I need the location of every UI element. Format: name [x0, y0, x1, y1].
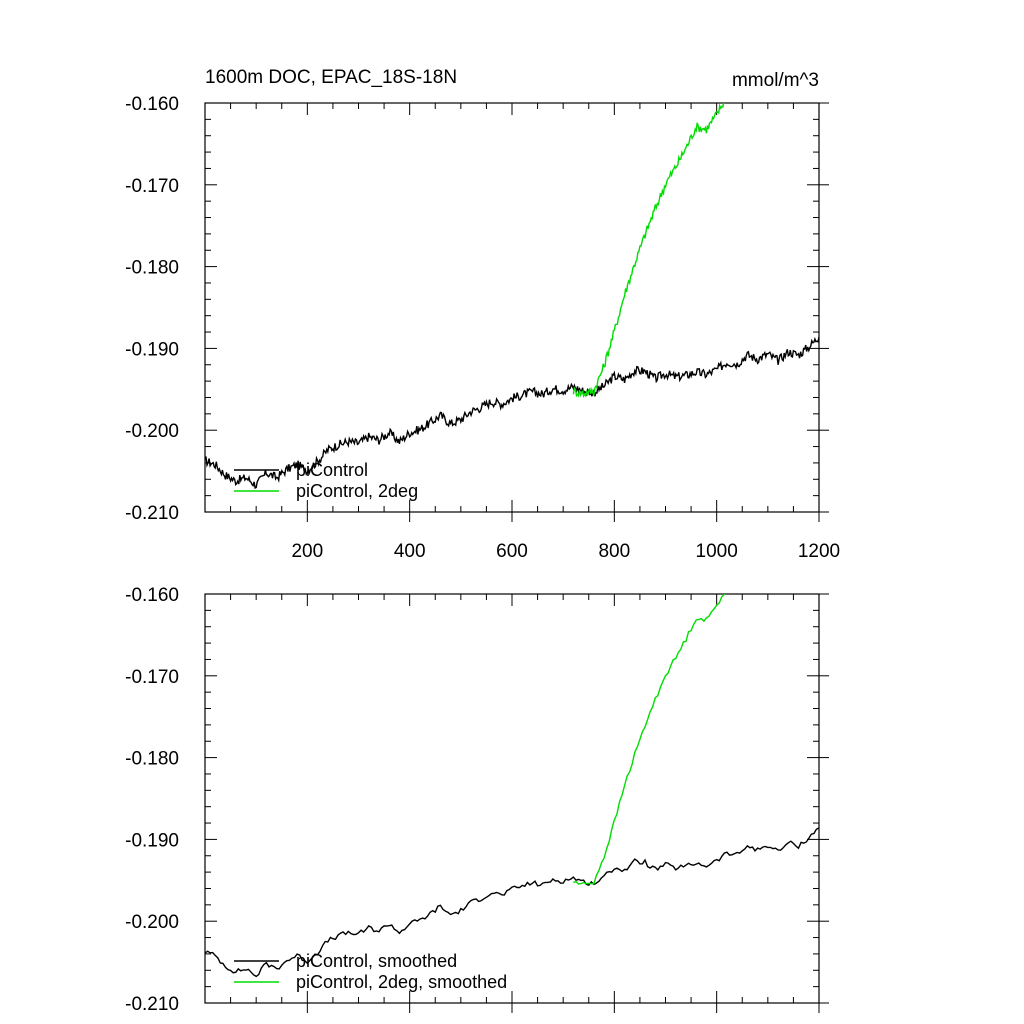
series-line-picontrol-2deg — [573, 594, 726, 885]
series-line-picontrol-2deg — [572, 103, 725, 399]
y-tick-label: -0.170 — [125, 176, 179, 197]
y-tick-label: -0.160 — [125, 585, 179, 606]
y-tick-label: -0.180 — [125, 258, 179, 279]
bottom-panel: -0.160 -0.170 -0.180 -0.190 -0.200 -0.210 piCo… — [125, 585, 829, 1015]
series-line-picontrol — [205, 827, 819, 978]
x-tick-label: 400 — [394, 541, 426, 562]
y-tick-label: -0.210 — [125, 994, 179, 1015]
top-panel: -0.160 -0.170 -0.180 -0.190 -0.200 -0.210 200 4… — [125, 67, 840, 562]
y-tick-label: -0.180 — [125, 749, 179, 770]
y-tick-label: -0.160 — [125, 94, 179, 115]
x-tick-label: 1000 — [696, 541, 738, 562]
y-tick-label: -0.200 — [125, 912, 179, 933]
legend-label: piControl, 2deg, smoothed — [296, 972, 507, 992]
x-tick-label: 600 — [496, 541, 528, 562]
legend-label: piControl, smoothed — [296, 951, 457, 971]
x-tick-label: 1200 — [798, 541, 840, 562]
y-tick-label: -0.170 — [125, 667, 179, 688]
y-tick-label: -0.210 — [125, 503, 179, 524]
x-tick-label: 200 — [291, 541, 323, 562]
plot-frame — [204, 102, 820, 513]
plot-frame — [204, 593, 820, 1004]
chart-title: 1600m DOC, EPAC_18S-18N — [205, 67, 457, 88]
y-tick-label: -0.190 — [125, 830, 179, 851]
y-tick-label: -0.190 — [125, 339, 179, 360]
legend-label: piControl, 2deg — [296, 481, 418, 501]
legend-label: piControl — [296, 460, 368, 480]
x-tick-label: 800 — [598, 541, 630, 562]
units-label: mmol/m^3 — [732, 70, 819, 91]
y-tick-label: -0.200 — [125, 421, 179, 442]
series-line-picontrol — [205, 336, 819, 490]
